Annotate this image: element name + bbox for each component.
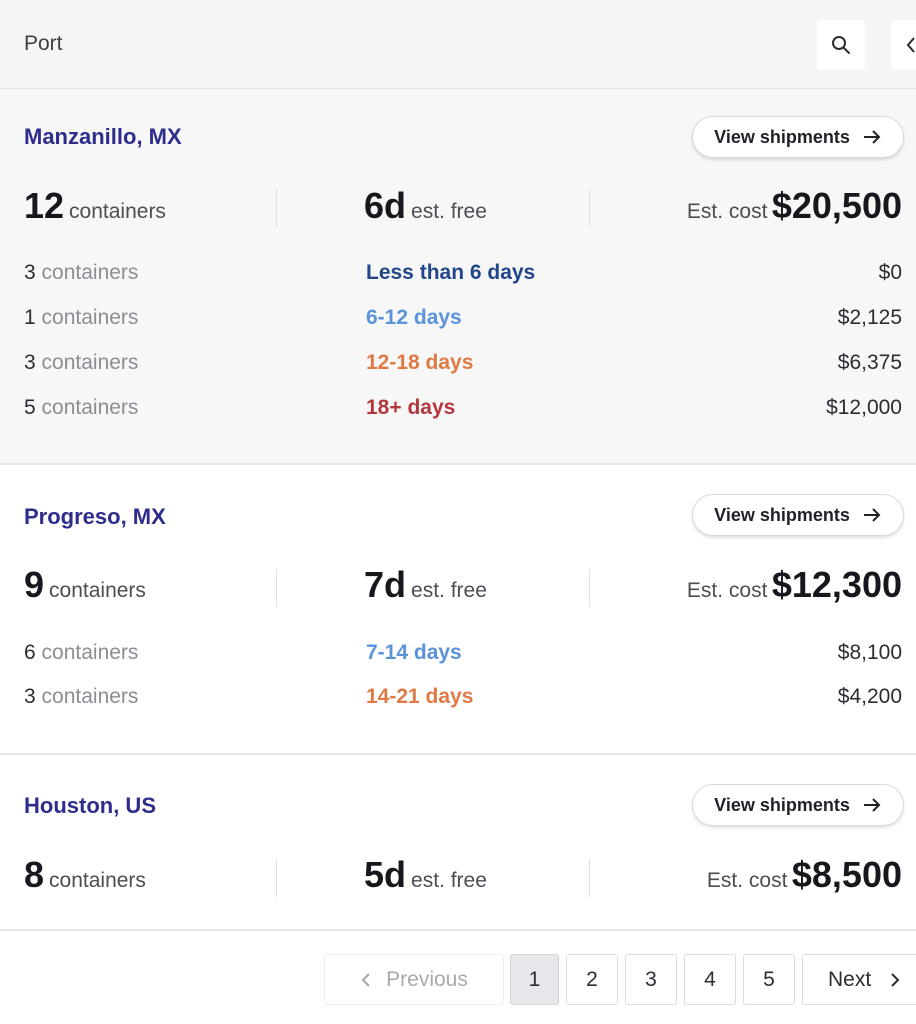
chevron-left-icon [361,972,370,987]
row-count: 6 [24,641,36,664]
row-days: 18+ days [366,396,456,419]
arrow-right-icon [863,130,881,144]
summary-divider [276,859,277,897]
view-shipments-label: View shipments [714,794,850,815]
page-button-2[interactable]: 2 [566,954,618,1005]
row-amount: $2,125 [837,306,902,329]
row-amount: $12,000 [826,396,902,419]
est-cost: Est. cost $8,500 [702,854,902,898]
page-button-5[interactable]: 5 [743,954,795,1005]
arrow-right-icon [863,798,881,812]
summary-divider [589,569,590,607]
row-days: Less than 6 days [366,261,536,284]
containers-unit: containers [49,869,146,892]
summary-divider [589,859,590,897]
breakdown-row: 1 containers 6-12 days $2,125 [0,306,916,336]
row-amount: $4,200 [837,685,902,708]
total-containers: 9 containers [24,564,146,608]
breakdown-row: 3 containers 14-21 days $4,200 [0,685,916,715]
port-card-progreso: Progreso, MX View shipments 9 containers … [0,465,916,755]
port-name: Manzanillo, MX [24,124,182,149]
containers-unit: containers [49,579,146,602]
total-containers: 8 containers [24,854,146,898]
total-containers-value: 9 [24,564,45,605]
row-unit: containers [41,261,139,284]
port-card-houston: Houston, US View shipments 8 containers 5… [0,755,916,931]
chevron-right-icon [891,972,900,987]
breakdown-row: 6 containers 7-14 days $8,100 [0,641,916,671]
est-cost: Est. cost $20,500 [682,185,902,229]
row-count: 3 [24,685,36,708]
row-days: 7-14 days [366,641,462,664]
free-days-label: est. free [411,869,487,892]
est-cost-value: $8,500 [791,854,902,895]
view-shipments-button[interactable]: View shipments [692,494,904,536]
breakdown-row: 5 containers 18+ days $12,000 [0,396,916,426]
summary-divider [276,189,277,227]
view-shipments-button[interactable]: View shipments [692,116,904,158]
row-days: 6-12 days [366,306,462,329]
port-name: Houston, US [24,793,156,818]
view-shipments-label: View shipments [714,126,850,147]
row-unit: containers [41,351,139,374]
est-cost-label: Est. cost [686,200,768,223]
row-unit: containers [41,306,139,329]
page-button-1[interactable]: 1 [510,954,559,1005]
view-shipments-button[interactable]: View shipments [692,784,904,826]
total-containers: 12 containers [24,185,166,229]
row-count: 1 [24,306,36,329]
free-days-value: 5d [364,854,407,895]
arrow-right-icon [863,508,881,522]
pagination: Previous 1 2 3 4 5 Next [0,950,916,1006]
port-card-manzanillo: Manzanillo, MX View shipments 12 containe… [0,89,916,465]
breakdown-row: 3 containers Less than 6 days $0 [0,261,916,291]
est-free-days: 5d est. free [364,854,487,898]
previous-label: Previous [386,967,468,991]
search-button[interactable] [817,20,865,70]
row-count: 5 [24,396,36,419]
est-cost-label: Est. cost [686,579,768,602]
next-page-button[interactable]: Next [802,954,916,1005]
page-button-4[interactable]: 4 [684,954,736,1005]
total-containers-value: 12 [24,185,65,226]
row-days: 12-18 days [366,351,474,374]
est-free-days: 6d est. free [364,185,487,229]
table-header: Port [0,0,916,89]
total-containers-value: 8 [24,854,45,895]
row-days: 14-21 days [366,685,474,708]
summary-divider [276,569,277,607]
row-amount: $6,375 [837,351,902,374]
view-shipments-label: View shipments [714,504,850,525]
port-name: Progreso, MX [24,504,166,529]
port-column-header: Port [24,32,63,55]
row-count: 3 [24,351,36,374]
est-cost-label: Est. cost [706,869,788,892]
free-days-label: est. free [411,579,487,602]
next-label: Next [828,967,872,991]
est-cost: Est. cost $12,300 [682,564,902,608]
row-unit: containers [41,685,139,708]
row-amount: $0 [878,261,902,284]
search-icon [832,36,850,54]
chevron-left-icon [906,37,915,53]
previous-page-button[interactable]: Previous [324,954,504,1005]
free-days-value: 6d [364,185,407,226]
page-button-3[interactable]: 3 [625,954,677,1005]
row-unit: containers [41,396,139,419]
row-unit: containers [41,641,139,664]
collapse-button[interactable] [891,20,916,70]
est-free-days: 7d est. free [364,564,487,608]
est-cost-value: $20,500 [771,185,902,226]
free-days-value: 7d [364,564,407,605]
breakdown-row: 3 containers 12-18 days $6,375 [0,351,916,381]
free-days-label: est. free [411,200,487,223]
containers-unit: containers [69,200,166,223]
row-count: 3 [24,261,36,284]
row-amount: $8,100 [837,641,902,664]
est-cost-value: $12,300 [771,564,902,605]
summary-divider [589,189,590,227]
